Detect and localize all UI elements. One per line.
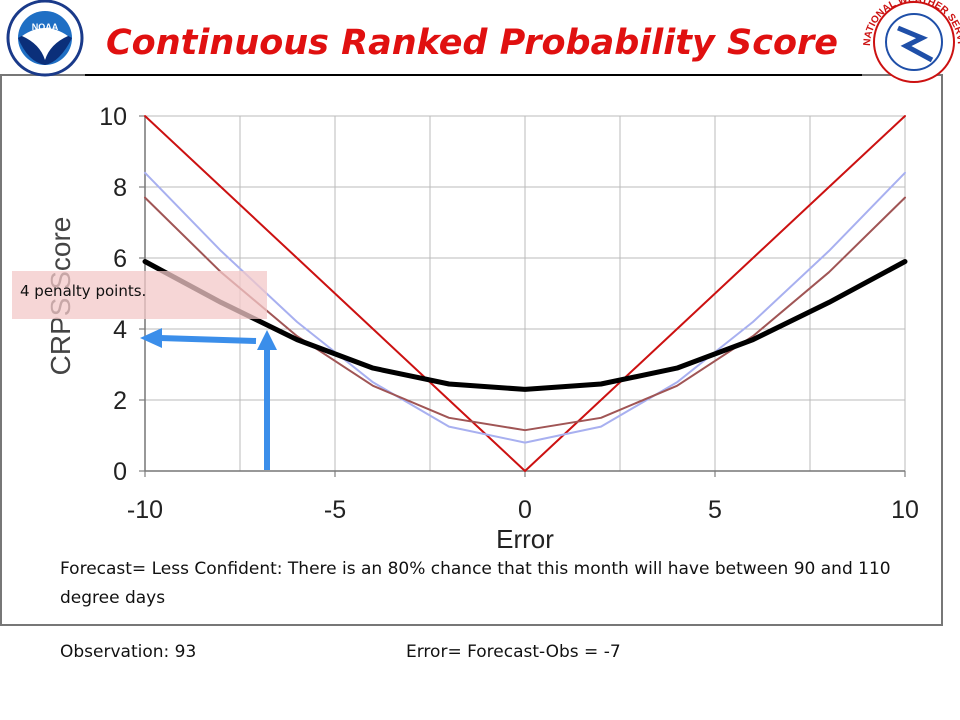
- observation-note: Observation: 93: [60, 642, 197, 662]
- x-tick-label: 10: [891, 496, 919, 524]
- series-line: [144, 115, 906, 472]
- error-note: Error= Forecast-Obs = -7: [406, 642, 621, 662]
- y-tick-label: 4: [113, 316, 127, 344]
- frame: [0, 74, 943, 626]
- y-tick-label: 8: [113, 174, 127, 202]
- y-tick-label: 6: [113, 245, 127, 273]
- annotation: 4 penalty points.: [20, 282, 146, 300]
- plot: 0 2 4 6 8 10 -10 -5 0 5 10: [99, 103, 919, 524]
- x-tick-label: -10: [127, 496, 163, 524]
- x-axis-label: Error: [496, 524, 554, 554]
- y-tick-label: 10: [99, 103, 127, 131]
- y-tick-label: 2: [113, 387, 127, 415]
- annotation-box: [12, 271, 267, 319]
- noaa-logo: NOAA: [6, 0, 84, 77]
- x-tick-label: -5: [324, 496, 346, 524]
- logo-text: NOAA: [32, 22, 59, 32]
- forecast-note: Forecast= Less Confident: There is an 80…: [60, 559, 891, 608]
- y-tick-label: 0: [113, 458, 127, 486]
- x-tick-label: 5: [708, 496, 722, 524]
- series-line: [144, 196, 906, 432]
- x-tick-label: 0: [518, 496, 532, 524]
- slide-title: Continuous Ranked Probability Score: [106, 23, 838, 63]
- series-line: [142, 259, 908, 392]
- series-line: [144, 171, 906, 444]
- arrows: [140, 328, 277, 470]
